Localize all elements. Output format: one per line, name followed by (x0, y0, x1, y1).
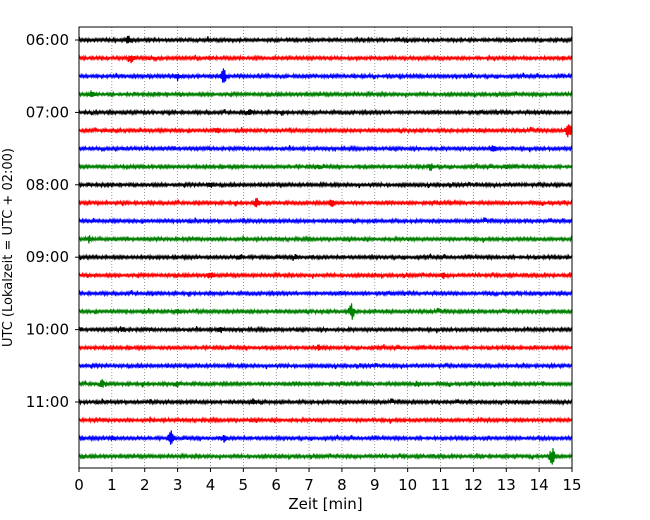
plot-frame (78, 26, 573, 469)
trace-1100 (78, 398, 573, 407)
x-tick-label-10: 10 (398, 476, 417, 494)
trace-0645 (78, 90, 573, 99)
trace-0615 (78, 54, 573, 64)
trace-1030 (78, 361, 573, 370)
trace-0930 (78, 289, 573, 298)
y-tick-label-2: 08:00 (26, 176, 69, 194)
trace-1045 (78, 379, 573, 388)
x-tick-label-1: 1 (107, 476, 117, 494)
trace-0600 (78, 35, 573, 45)
x-axis: 0 1 2 3 4 5 6 7 8 9 10 11 12 13 14 15 (74, 468, 582, 494)
trace-0830 (78, 217, 573, 225)
trace-0915 (78, 271, 573, 280)
trace-0700 (78, 108, 573, 117)
trace-1145 (78, 448, 573, 465)
trace-0815 (78, 197, 573, 208)
trace-0900 (78, 253, 573, 262)
x-tick-label-5: 5 (239, 476, 249, 494)
traces (78, 35, 573, 465)
x-tick-label-2: 2 (140, 476, 150, 494)
x-tick-label-6: 6 (271, 476, 281, 494)
x-tick-label-14: 14 (530, 476, 549, 494)
trace-1015 (78, 343, 573, 352)
trace-0800 (78, 180, 573, 189)
x-axis-label: Zeit [min] (288, 495, 362, 513)
trace-0745 (78, 162, 573, 172)
trace-0845 (78, 235, 573, 244)
y-tick-label-4: 10:00 (26, 321, 69, 339)
y-tick-label-0: 06:00 (26, 31, 69, 49)
x-tick-label-11: 11 (431, 476, 450, 494)
x-tick-label-4: 4 (206, 476, 216, 494)
trace-0730 (78, 144, 573, 153)
x-tick-label-0: 0 (74, 476, 84, 494)
y-tick-label-1: 07:00 (26, 103, 69, 121)
trace-1115 (78, 416, 573, 425)
trace-0630 (78, 68, 573, 83)
x-tick-label-7: 7 (304, 476, 314, 494)
trace-1130 (78, 430, 573, 445)
y-axis-label: UTC (Lokalzeit = UTC + 02:00) (1, 148, 16, 347)
trace-0945 (78, 303, 573, 320)
x-tick-label-8: 8 (337, 476, 347, 494)
x-tick-label-12: 12 (464, 476, 483, 494)
trace-1000 (78, 325, 573, 334)
x-tick-label-9: 9 (370, 476, 380, 494)
x-tick-label-15: 15 (562, 476, 581, 494)
y-axis: 06:00 07:00 08:00 09:00 10:00 11:00 (26, 31, 79, 411)
trace-0715 (78, 124, 573, 138)
x-tick-label-3: 3 (173, 476, 183, 494)
x-tick-label-13: 13 (497, 476, 516, 494)
y-tick-label-5: 11:00 (26, 393, 69, 411)
y-tick-label-3: 09:00 (26, 248, 69, 266)
